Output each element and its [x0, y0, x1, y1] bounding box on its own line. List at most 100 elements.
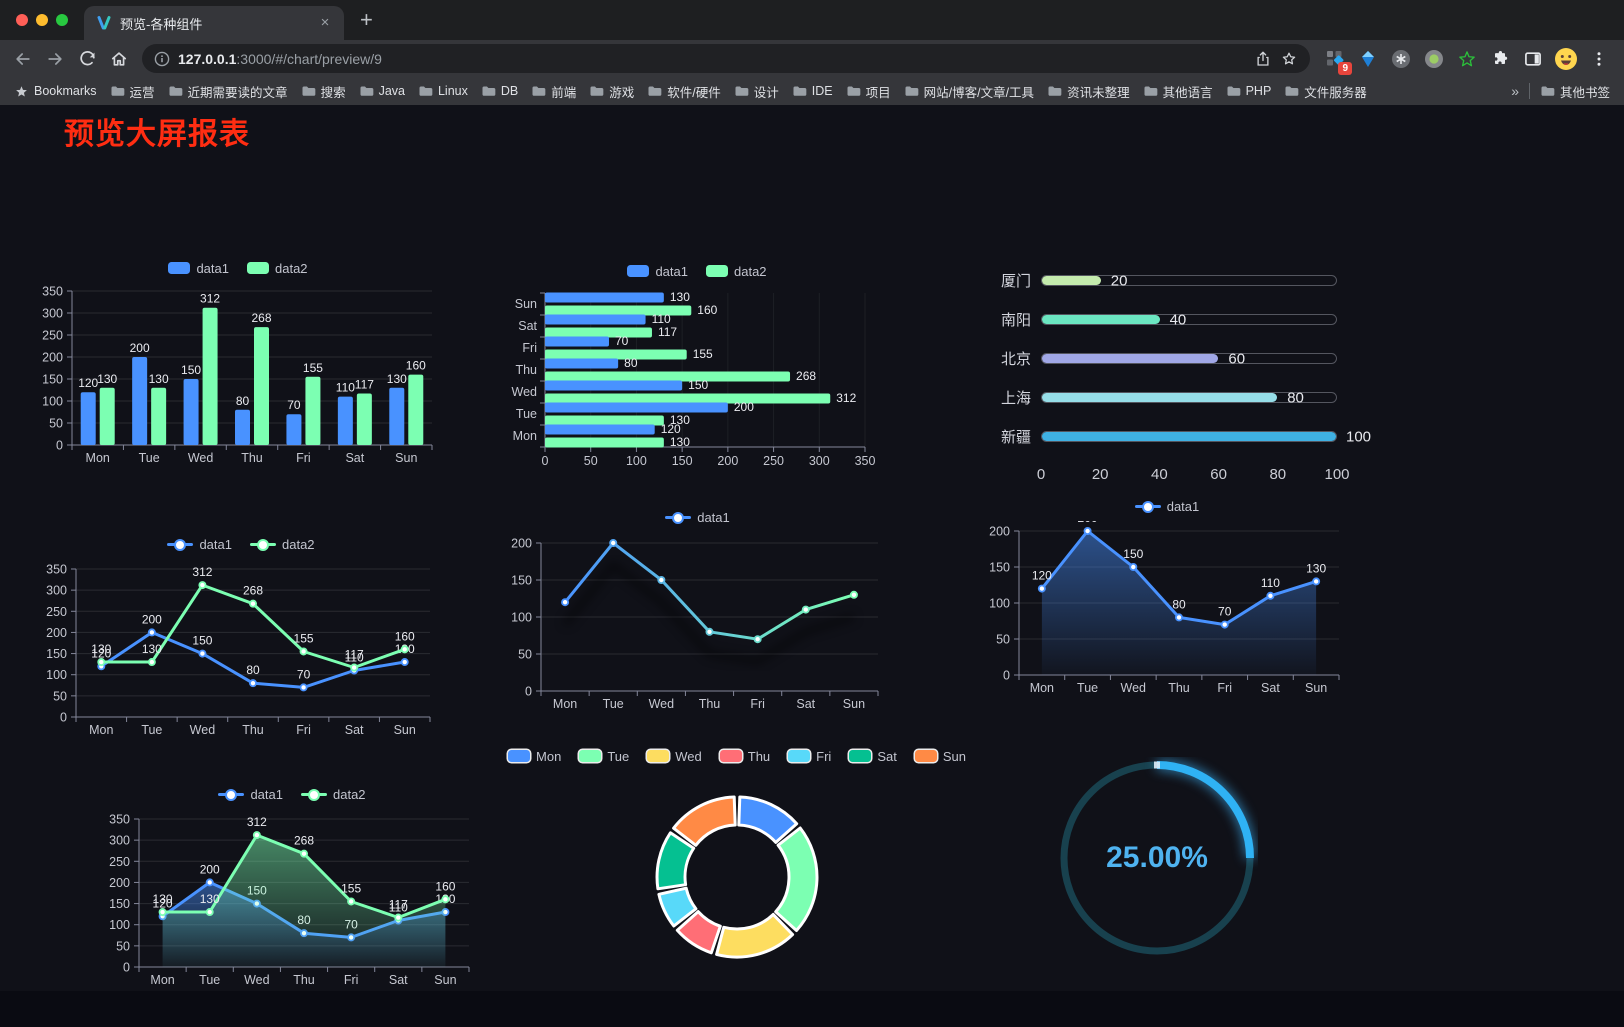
bookmark-label: 游戏 — [609, 85, 635, 100]
legend-item-Tue[interactable]: Tue — [579, 749, 629, 764]
progress-fill — [1042, 315, 1160, 324]
gauge-canvas — [1060, 761, 1254, 955]
bookmark-folder-设计[interactable]: 设计 — [734, 82, 779, 101]
legend-item-data1[interactable]: data1 — [218, 787, 283, 802]
bookmark-folder-Linux[interactable]: Linux — [418, 84, 468, 98]
bookmark-folder-DB[interactable]: DB — [481, 84, 518, 98]
bookmarks-manager-item[interactable]: Bookmarks — [14, 84, 97, 99]
extensions-area: 9 — [1318, 46, 1616, 75]
svg-text:Mon: Mon — [89, 723, 113, 737]
legend-item-Wed[interactable]: Wed — [647, 749, 702, 764]
legend-item-data1[interactable]: data1 — [168, 261, 229, 276]
bookmark-folder-搜索[interactable]: 搜索 — [301, 82, 346, 101]
legend-item-data1[interactable]: data1 — [665, 510, 730, 525]
bookmark-folder-IDE[interactable]: IDE — [792, 84, 833, 98]
bookmark-label: 项目 — [865, 85, 891, 100]
svg-text:Sat: Sat — [345, 723, 364, 737]
bookmark-folder-PHP[interactable]: PHP — [1226, 84, 1271, 98]
donut-segment-Fri[interactable] — [657, 886, 698, 928]
new-tab-button[interactable]: + — [360, 7, 373, 32]
donut-segment-Mon[interactable] — [737, 795, 799, 844]
legend-swatch-icon — [247, 262, 269, 274]
bookmark-folder-Java[interactable]: Java — [359, 84, 405, 98]
site-info-icon[interactable] — [154, 51, 170, 67]
star-icon — [16, 85, 27, 96]
profile-avatar-icon[interactable] — [1553, 46, 1579, 72]
back-icon[interactable] — [8, 44, 38, 74]
folder-icon — [1284, 85, 1299, 97]
home-icon[interactable] — [104, 44, 134, 74]
svg-text:150: 150 — [181, 363, 201, 377]
extension-command-icon[interactable] — [1388, 46, 1414, 72]
legend-label: data2 — [734, 263, 767, 279]
legend-item-data2[interactable]: data2 — [247, 261, 308, 276]
extensions-puzzle-icon[interactable] — [1487, 46, 1513, 72]
share-icon[interactable] — [1254, 50, 1272, 68]
bookmark-folder-资讯未整理[interactable]: 资讯未整理 — [1047, 82, 1130, 101]
legend-item-Sun[interactable]: Sun — [914, 748, 966, 764]
svg-text:200: 200 — [142, 612, 162, 626]
bookmark-folder-前端[interactable]: 前端 — [531, 82, 576, 101]
svg-text:110: 110 — [389, 900, 408, 914]
donut-segment-Sun[interactable] — [672, 795, 737, 847]
legend-item-data2[interactable]: data2 — [250, 537, 315, 552]
donut-segment-Tue[interactable] — [774, 826, 819, 932]
legend-swatch-icon — [706, 265, 728, 277]
legend-item-Mon[interactable]: Mon — [508, 749, 561, 764]
donut-segment-Thu[interactable] — [675, 910, 722, 955]
bookmark-folder-文件服务器[interactable]: 文件服务器 — [1284, 82, 1367, 101]
bookmark-folder-运营[interactable]: 运营 — [110, 82, 155, 101]
svg-text:117: 117 — [345, 648, 364, 662]
bookmark-folder-游戏[interactable]: 游戏 — [589, 82, 634, 101]
legend-item-Sat[interactable]: Sat — [849, 749, 897, 764]
progress-row-新疆: 新疆 100 — [995, 417, 1371, 456]
legend-item-data1[interactable]: data1 — [167, 537, 232, 552]
address-bar[interactable]: 127.0.0.1:3000/#/chart/preview/9 — [142, 44, 1310, 73]
legend-item-data2[interactable]: data2 — [301, 787, 366, 802]
bookmark-star-icon[interactable] — [1280, 50, 1298, 68]
legend-label: Thu — [747, 748, 771, 764]
svg-text:268: 268 — [243, 584, 263, 598]
donut-segment-Wed[interactable] — [715, 912, 795, 959]
bookmark-folder-网站/博客/文章/工具[interactable]: 网站/博客/文章/工具 — [904, 82, 1034, 101]
svg-text:130: 130 — [97, 372, 117, 386]
legend-label: data2 — [333, 786, 366, 802]
menu-kebab-icon[interactable] — [1586, 46, 1612, 72]
legend-item-data2[interactable]: data2 — [706, 264, 767, 279]
bookmark-folder-近期需要读的文章[interactable]: 近期需要读的文章 — [168, 82, 288, 101]
legend-swatch-icon — [849, 750, 872, 762]
bookmark-folder-项目[interactable]: 项目 — [846, 82, 891, 101]
forward-icon[interactable] — [40, 44, 70, 74]
extension-gem-icon[interactable] — [1355, 46, 1381, 72]
bookmarks-divider — [1528, 83, 1530, 99]
reload-icon[interactable] — [72, 44, 102, 74]
extension-star-icon[interactable] — [1454, 46, 1480, 72]
legend-item-Fri[interactable]: Fri — [788, 749, 831, 764]
svg-text:200: 200 — [989, 525, 1010, 539]
donut-segment-Sat[interactable] — [655, 831, 696, 891]
tab-strip: 预览-各种组件 × + — [0, 0, 1624, 40]
bookmarks-overflow-chevron[interactable]: » — [1511, 83, 1519, 99]
tab-close-icon[interactable]: × — [320, 14, 330, 31]
chart-grouped-bar: data1 data2 0 50 100 150 200 250 300 350 Mon Tue Wed… — [36, 255, 440, 469]
extension-record-icon[interactable] — [1421, 46, 1447, 72]
extension-grid-icon[interactable]: 9 — [1322, 46, 1352, 75]
window-close-button[interactable] — [16, 14, 28, 26]
window-minimize-button[interactable] — [36, 14, 48, 26]
svg-text:Tue: Tue — [139, 451, 160, 465]
legend-item-data1[interactable]: data1 — [1134, 498, 1200, 514]
legend-label: Sun — [942, 748, 966, 764]
bookmark-folder-软件/硬件[interactable]: 软件/硬件 — [647, 82, 721, 101]
bookmark-folder-其他语言[interactable]: 其他语言 — [1143, 82, 1213, 101]
browser-tab[interactable]: 预览-各种组件 × — [84, 6, 344, 40]
other-bookmarks-folder[interactable]: 其他书签 — [1540, 82, 1610, 101]
svg-text:120: 120 — [1032, 569, 1052, 583]
svg-text:130: 130 — [200, 892, 220, 906]
legend-item-data1[interactable]: data1 — [627, 264, 688, 279]
window-zoom-button[interactable] — [56, 14, 68, 26]
sidebar-toggle-icon[interactable] — [1520, 46, 1546, 72]
svg-text:312: 312 — [192, 565, 212, 579]
legend-label: data1 — [1166, 498, 1200, 514]
svg-text:Tue: Tue — [141, 723, 162, 737]
legend-item-Thu[interactable]: Thu — [719, 748, 771, 764]
